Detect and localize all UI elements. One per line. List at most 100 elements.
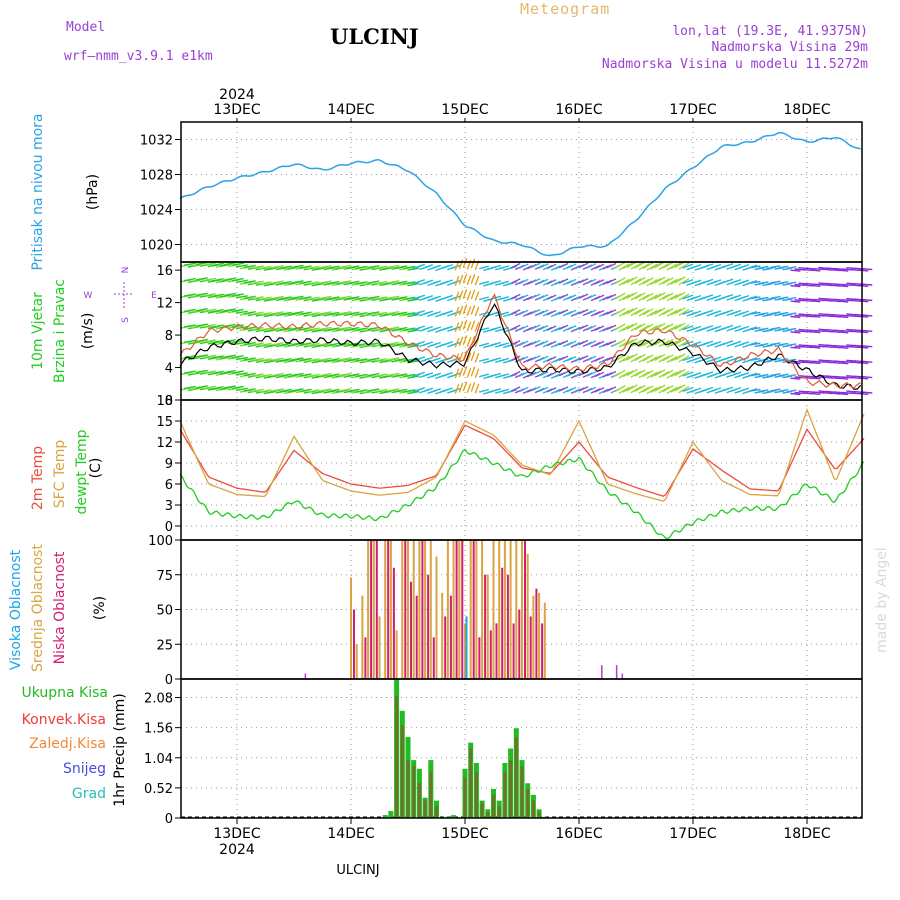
wind-barb (375, 358, 388, 362)
wind-barb (235, 356, 248, 361)
wind-barb (203, 354, 216, 359)
wind-barb (790, 285, 801, 288)
wind-barb (710, 325, 722, 331)
wind-barb (586, 386, 597, 393)
wind-barb (638, 309, 650, 317)
wind-barb (558, 324, 569, 331)
wind-barb (259, 296, 272, 300)
wind-barb (291, 295, 304, 299)
wind-barb (858, 346, 869, 349)
wind-barb (387, 311, 400, 315)
wind-barb (423, 325, 434, 331)
wind-barb (702, 371, 714, 377)
wind-barb (786, 327, 797, 331)
wind-barb (662, 292, 674, 300)
wind-barb (614, 292, 626, 300)
wind-barb (606, 324, 617, 331)
wind-barb (634, 323, 646, 331)
y-tick-label: 1.56 (144, 722, 173, 737)
y-tick-label: 0.52 (144, 782, 173, 797)
wind-barb (387, 295, 400, 299)
wind-barb (558, 386, 569, 392)
dewpoint-line (179, 448, 865, 540)
wind-barb (538, 293, 549, 300)
wind-barb (474, 291, 480, 302)
wind-barb (650, 262, 662, 270)
wind-barb (710, 387, 722, 393)
wind-barb (790, 346, 801, 349)
wind-barb (403, 327, 416, 331)
wind-barb (702, 386, 714, 392)
wind-barb (758, 389, 769, 393)
wind-barb (650, 277, 662, 286)
wind-barb (395, 388, 408, 393)
wind-barb (730, 279, 742, 285)
x-tick-label-bottom: 17DEC (669, 826, 716, 842)
wind-barb (466, 352, 472, 363)
wind-barb (259, 312, 272, 316)
wind-barb (654, 276, 666, 284)
wind-barb (622, 370, 634, 378)
compass-east-label: E (151, 291, 157, 301)
wind-barb (454, 322, 460, 333)
wind-barb (674, 337, 686, 346)
wind-barb (423, 264, 434, 269)
wind-barb (558, 278, 569, 284)
wind-barb (750, 388, 761, 392)
wind-barb (558, 293, 569, 300)
wind-barb (183, 262, 196, 266)
wind-barb (862, 360, 873, 363)
wind-barb (462, 381, 468, 392)
sfc-axis-title: SFC Temp (52, 440, 68, 509)
conv-precip-bar (537, 812, 541, 818)
wind-barb (702, 278, 714, 284)
wind-barb (387, 372, 400, 377)
wind-barb (431, 388, 442, 393)
wind-barb (658, 355, 670, 363)
wind-barb (299, 265, 312, 269)
wind-barb (658, 309, 670, 317)
wind-barb (654, 291, 666, 300)
wind-barb (858, 392, 869, 395)
wind-barb (518, 263, 529, 269)
wind-barb (566, 309, 577, 316)
wind-barb (299, 388, 312, 393)
wind-barb (259, 265, 272, 270)
wind-barb (810, 269, 821, 272)
wind-barb (710, 294, 722, 300)
wind-barb (654, 338, 666, 346)
y-tick-label: 1020 (140, 239, 173, 254)
wind-barb (838, 362, 849, 365)
wind-barb (654, 369, 666, 377)
high-cloud-axis-title: Visoka Oblacnost (8, 549, 24, 670)
wind-barb (566, 263, 577, 269)
wind-barb (858, 284, 869, 287)
wind-barb (231, 385, 244, 390)
wind-barb (606, 386, 617, 392)
wind-barb (586, 263, 597, 269)
wind-barb (203, 277, 216, 282)
wind-barb (710, 340, 722, 347)
wind-barb (407, 375, 420, 379)
wind-barb (387, 326, 400, 330)
wind-barb (395, 357, 408, 362)
wind-barb (538, 324, 549, 331)
wind-barb (387, 388, 400, 392)
wind-barb (678, 293, 690, 301)
wind-barb (838, 315, 849, 319)
year-label-top: 2024 (219, 87, 255, 103)
wind-barb (538, 355, 549, 362)
wind-barb (758, 327, 769, 331)
x-tick-label-top: 17DEC (669, 102, 716, 118)
wind-barb (634, 292, 646, 300)
wind-barb (862, 345, 873, 348)
wind-barb (622, 339, 634, 347)
wind-barb (594, 356, 605, 362)
wind-unit-label: (m/s) (80, 313, 96, 350)
wind-barb (778, 342, 789, 346)
wind-barbs (179, 258, 873, 396)
wind-barb (259, 281, 272, 285)
wind-barb (474, 383, 480, 394)
wind-barb (203, 308, 216, 312)
